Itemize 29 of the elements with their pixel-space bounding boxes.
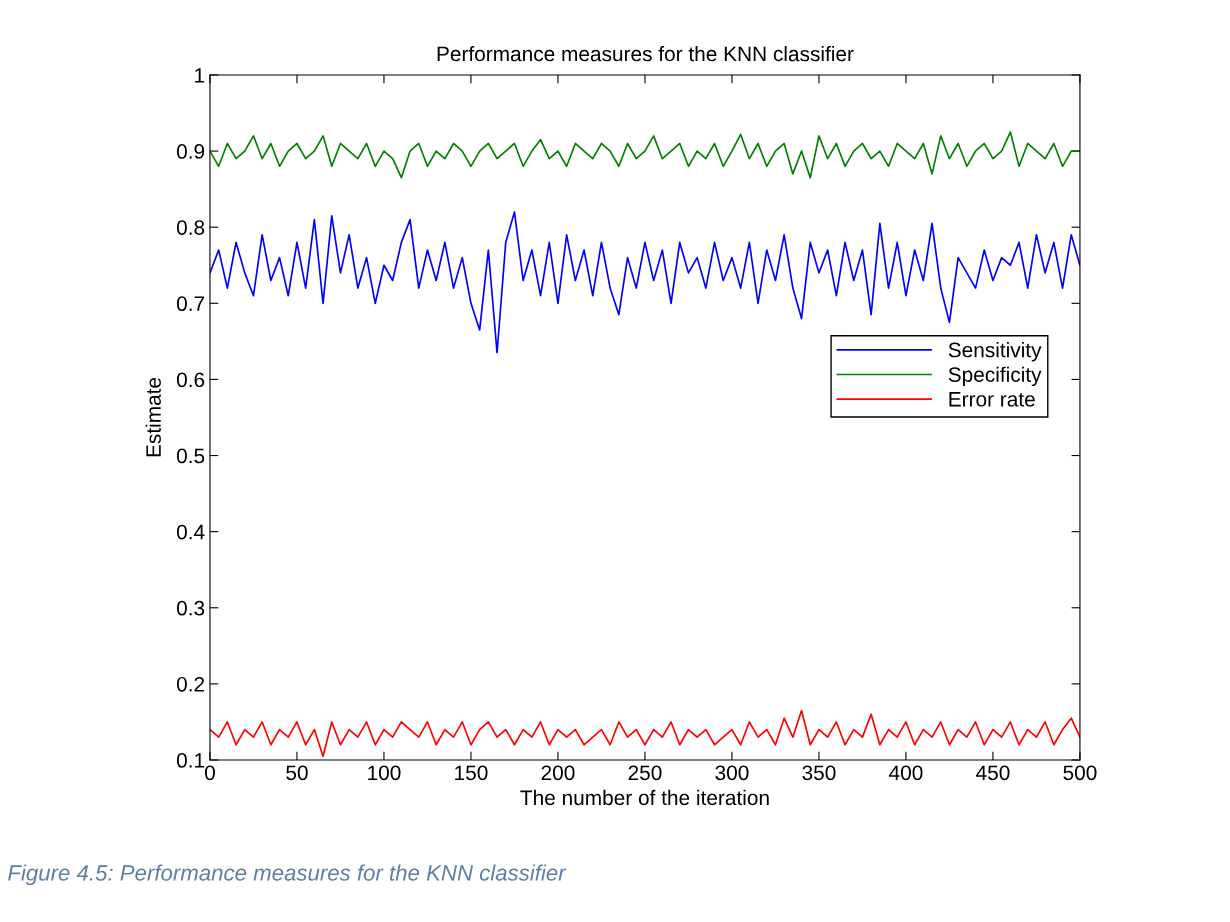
y-tick-label: 1 [195,68,205,83]
legend-label: Error rate [949,392,1035,407]
x-tick-label: 200 [541,765,575,781]
x-tick-label: 50 [286,765,308,781]
chart-title: Performance measures for the KNN classifier [437,45,854,62]
x-tick-label: 300 [715,765,749,781]
x-tick-label: 350 [802,765,836,781]
y-tick-label: 0.7 [176,296,205,312]
y-tick-label: 0.9 [176,144,205,159]
x-tick-label: 450 [976,765,1010,781]
x-tick-label: 150 [455,765,488,781]
y-tick-label: 0.6 [176,372,205,388]
x-tick-label: 250 [628,765,662,781]
x-tick-label: 400 [889,765,923,781]
x-axis-title: The number of the iteration [520,789,769,806]
y-tick-label: 0.5 [176,448,205,464]
line-series [209,131,1080,179]
y-tick-label: 0.3 [176,600,205,616]
y-tick-label: 0.4 [176,524,205,540]
y-tick-label: 0.2 [176,676,205,692]
y-axis-title: Estimate [145,377,161,457]
legend-label: Specificity [948,366,1042,387]
y-tick-label: 0.8 [176,220,205,235]
x-tick-label: 500 [1063,765,1097,781]
x-tick-label: 0 [204,765,215,781]
x-tick-label: 100 [368,765,401,781]
y-tick-label: 0.1 [176,753,205,768]
legend-label: Sensitivity [948,342,1042,362]
caption: Figure 4.5: Performance measures for the KNN classifier [8,864,567,886]
